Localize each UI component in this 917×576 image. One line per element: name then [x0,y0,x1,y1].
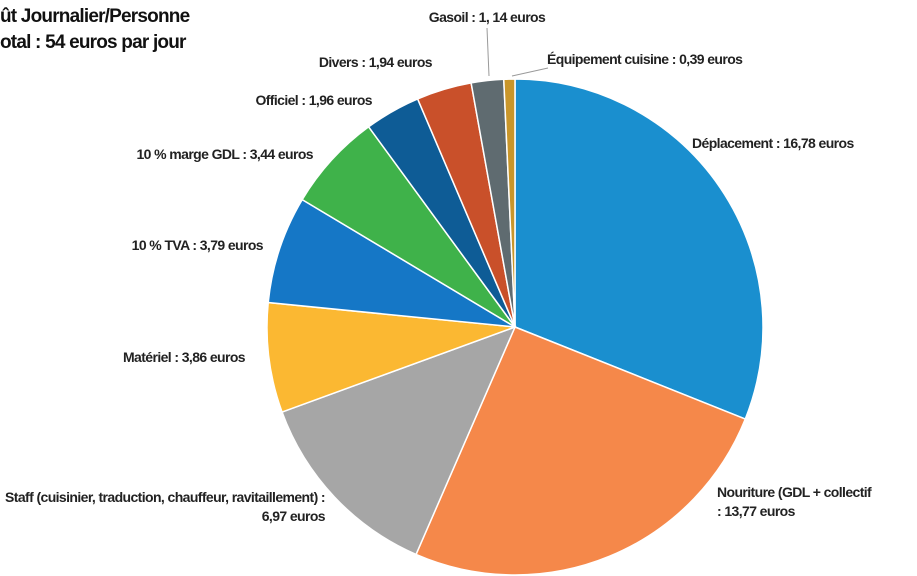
pie-slice [267,198,516,328]
pie-slice [266,301,516,413]
slice-label: Nouriture (GDL + collectif : 13,77 euros [717,484,872,519]
leader-line [486,27,490,77]
pie-slice [415,326,747,576]
pie-slice [502,78,516,328]
slice-label: 10 % marge GDL : 3,44 euros [136,146,313,162]
slice-label: Équipement cuisine : 0,39 euros [547,51,743,67]
leader-line [511,67,549,77]
slice-label: Officiel : 1,96 euros [255,92,372,108]
slice-label: 10 % TVA : 3,79 euros [131,237,264,253]
pie-slice [281,325,517,556]
pie-slice [514,78,764,421]
slice-label: Gasoil : 1, 14 euros [428,9,546,25]
slice-label: Déplacement : 16,78 euros [692,135,854,151]
slice-label: Matériel : 3,86 euros [122,349,246,365]
chart-title: ût Journalier/Personne [0,6,190,27]
chart-subtitle: otal : 54 euros par jour [0,32,186,53]
slice-label: Staff (cuisinier, traduction, chauffeur,… [5,489,326,524]
slice-label: Divers : 1,94 euros [318,54,433,70]
